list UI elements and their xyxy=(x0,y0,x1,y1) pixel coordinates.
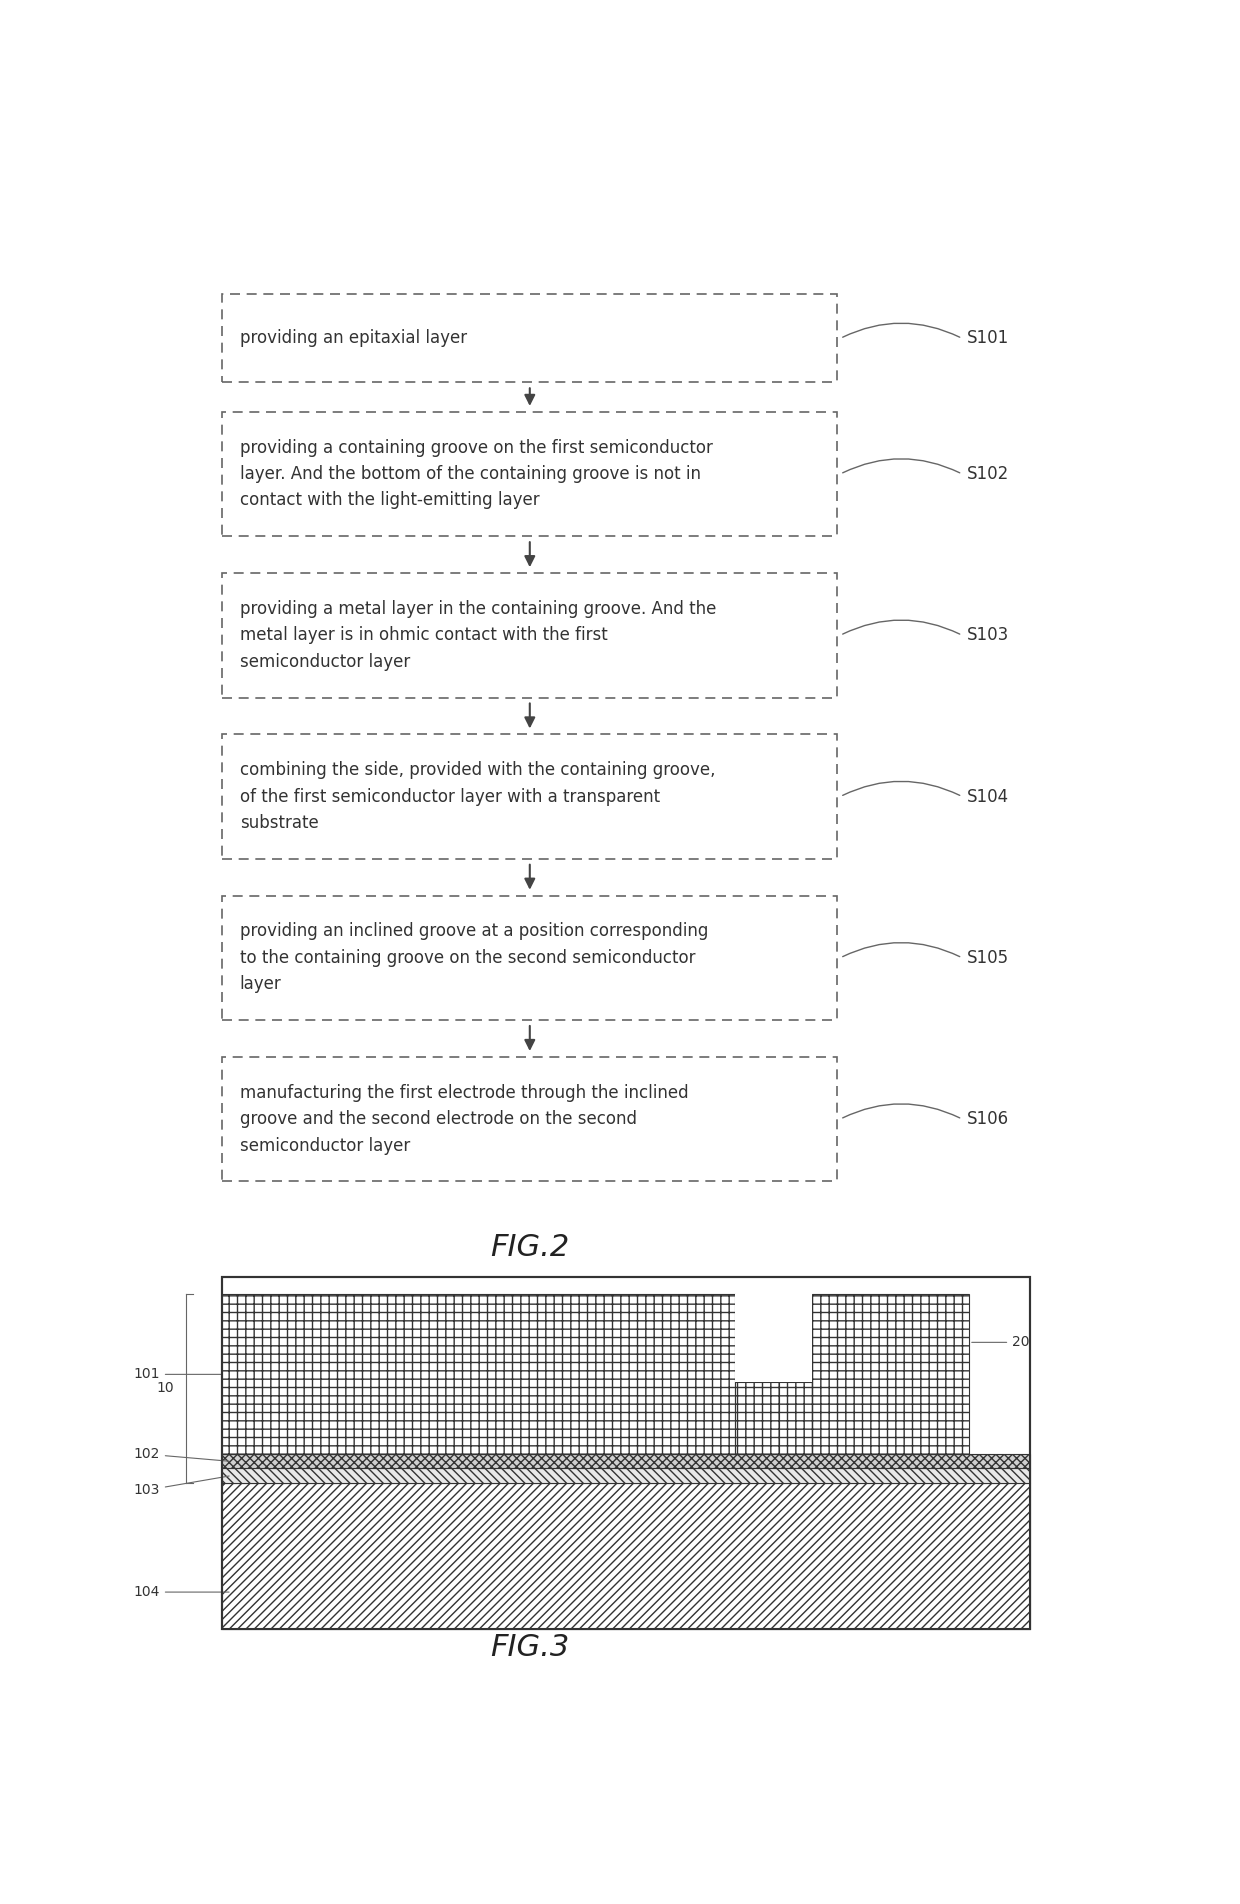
Text: FIG.2: FIG.2 xyxy=(490,1234,569,1262)
Text: providing an inclined groove at a position corresponding
to the containing groov: providing an inclined groove at a positi… xyxy=(239,922,708,994)
Text: combining the side, provided with the containing groove,
of the first semiconduc: combining the side, provided with the co… xyxy=(239,762,715,832)
Bar xyxy=(222,1278,1029,1628)
Text: providing a metal layer in the containing groove. And the
metal layer is in ohmi: providing a metal layer in the containin… xyxy=(239,600,715,670)
Bar xyxy=(222,1483,1029,1628)
Text: S104: S104 xyxy=(967,788,1009,805)
Text: 102: 102 xyxy=(134,1447,229,1460)
Bar xyxy=(222,1278,1029,1628)
Bar xyxy=(222,1295,735,1455)
Text: 101: 101 xyxy=(134,1367,229,1382)
Text: FIG.3: FIG.3 xyxy=(490,1634,569,1662)
Text: 103: 103 xyxy=(134,1476,229,1497)
Text: providing a containing groove on the first semiconductor
layer. And the bottom o: providing a containing groove on the fir… xyxy=(239,438,713,510)
Text: 10: 10 xyxy=(156,1382,174,1396)
Bar xyxy=(222,1455,1029,1468)
Bar xyxy=(735,1382,784,1455)
Bar xyxy=(222,1468,1029,1483)
Text: S101: S101 xyxy=(967,329,1009,347)
FancyBboxPatch shape xyxy=(222,411,837,537)
FancyBboxPatch shape xyxy=(222,735,837,859)
Text: 104: 104 xyxy=(134,1586,229,1599)
Text: providing an epitaxial layer: providing an epitaxial layer xyxy=(239,329,466,347)
Text: S102: S102 xyxy=(967,465,1009,484)
Bar xyxy=(779,1382,811,1455)
Text: S105: S105 xyxy=(967,948,1009,967)
Text: manufacturing the first electrode through the inclined
groove and the second ele: manufacturing the first electrode throug… xyxy=(239,1083,688,1154)
Text: 20: 20 xyxy=(972,1335,1029,1350)
FancyBboxPatch shape xyxy=(222,295,837,383)
FancyBboxPatch shape xyxy=(222,573,837,697)
Bar xyxy=(735,1295,811,1382)
Bar xyxy=(811,1295,968,1455)
FancyBboxPatch shape xyxy=(222,895,837,1021)
FancyBboxPatch shape xyxy=(222,1057,837,1180)
Text: S103: S103 xyxy=(967,626,1009,644)
Text: S106: S106 xyxy=(967,1110,1009,1129)
